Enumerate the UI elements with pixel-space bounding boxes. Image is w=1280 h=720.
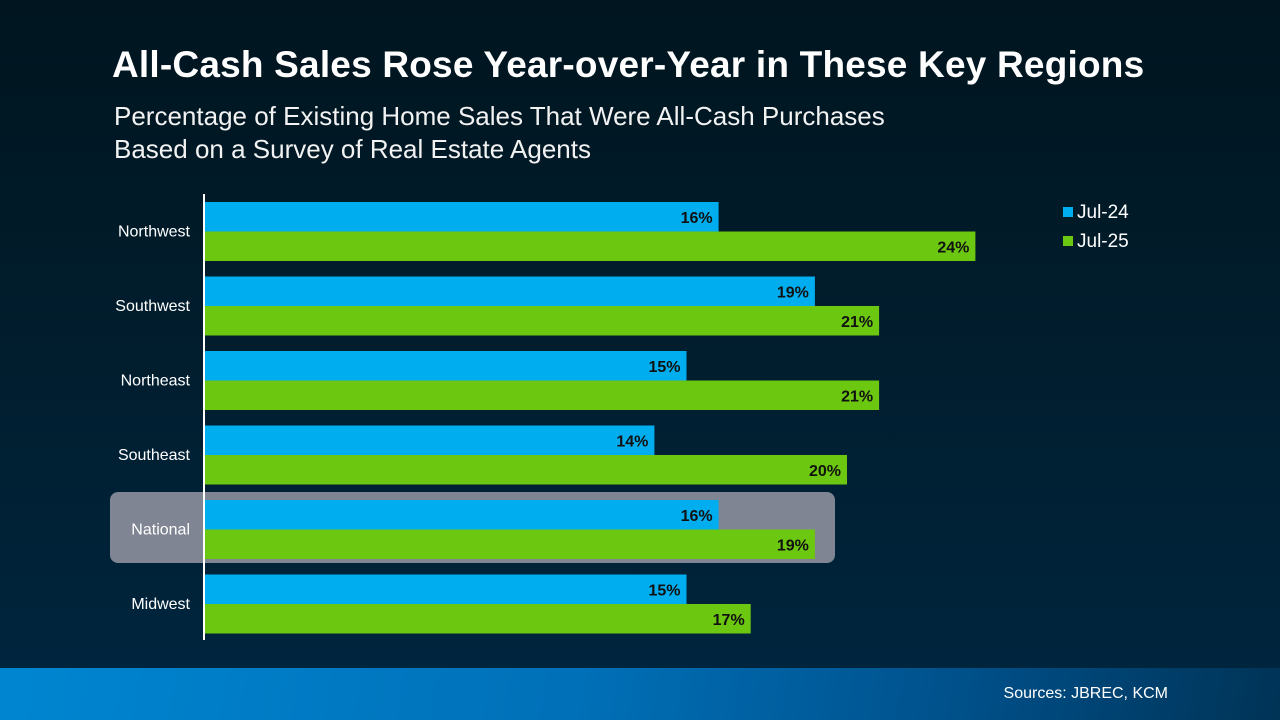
- bar-jul-24: [205, 425, 655, 455]
- data-label: 19%: [777, 537, 809, 554]
- bar-jul-24: [205, 202, 719, 232]
- bar-jul-25: [205, 380, 880, 410]
- chart-subtitle-line-2: Based on a Survey of Real Estate Agents: [114, 134, 591, 164]
- chart-title: All-Cash Sales Rose Year-over-Year in Th…: [112, 44, 1145, 85]
- data-label: 15%: [648, 359, 680, 376]
- data-label: 16%: [681, 508, 713, 525]
- data-label: 19%: [777, 284, 809, 301]
- data-label: 20%: [809, 463, 841, 480]
- chart-subtitle-line-1: Percentage of Existing Home Sales That W…: [114, 101, 885, 131]
- sources-text: Sources: JBREC, KCM: [1003, 685, 1168, 702]
- bar-jul-25: [205, 455, 847, 485]
- bar-jul-24: [205, 276, 815, 306]
- bar-chart: Northwest 16% 24% Southwest 19% 21% Northeast 1…: [110, 202, 1129, 634]
- category-label: Northwest: [118, 224, 191, 241]
- data-label: 21%: [841, 388, 873, 405]
- bar-jul-25: [205, 529, 815, 559]
- bar-jul-24: [205, 500, 719, 530]
- footer-band: Sources: JBREC, KCM: [0, 668, 1280, 720]
- data-label: 17%: [713, 612, 745, 629]
- data-label: 16%: [681, 210, 713, 227]
- legend-label: Jul-25: [1077, 231, 1129, 252]
- category-label: National: [131, 522, 190, 539]
- category-label: Southwest: [115, 298, 190, 315]
- category-label: Southeast: [118, 447, 191, 464]
- category-label: Northeast: [121, 373, 191, 390]
- bar-jul-25: [205, 306, 880, 336]
- bar-jul-25: [205, 604, 751, 634]
- data-label: 15%: [648, 582, 680, 599]
- bar-jul-24: [205, 574, 687, 604]
- data-label: 24%: [937, 239, 969, 256]
- legend-label: Jul-24: [1077, 202, 1129, 223]
- data-label: 14%: [616, 433, 648, 450]
- bar-jul-25: [205, 231, 976, 261]
- data-label: 21%: [841, 314, 873, 331]
- category-label: Midwest: [131, 596, 190, 613]
- bar-jul-24: [205, 351, 687, 381]
- legend-swatch-jul-25: [1063, 236, 1073, 246]
- legend-swatch-jul-24: [1063, 207, 1073, 217]
